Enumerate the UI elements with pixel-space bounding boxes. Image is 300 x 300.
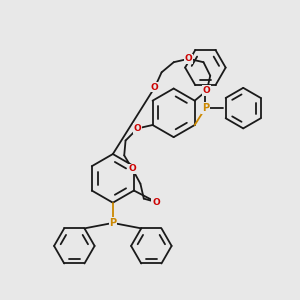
Text: O: O — [151, 83, 159, 92]
Text: O: O — [134, 124, 142, 133]
Text: O: O — [152, 197, 160, 206]
Text: O: O — [203, 86, 211, 95]
Text: O: O — [185, 54, 193, 63]
Text: P: P — [109, 218, 116, 228]
Text: O: O — [128, 164, 136, 173]
Text: P: P — [202, 103, 209, 113]
